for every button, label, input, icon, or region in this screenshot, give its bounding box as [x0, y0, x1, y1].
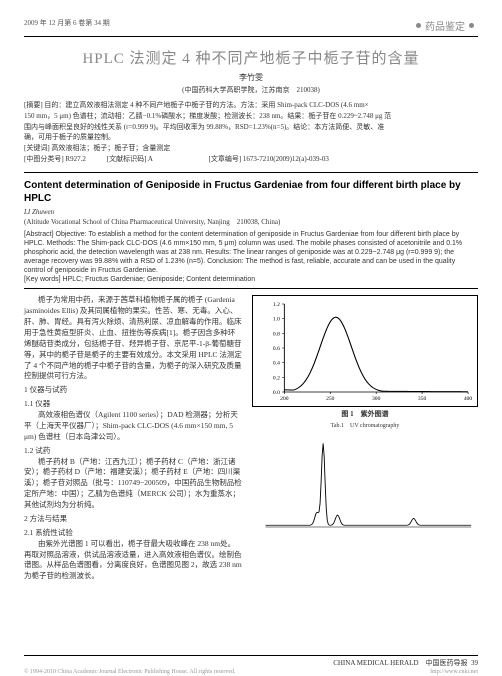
svg-text:0.0: 0.0: [273, 391, 280, 397]
right-column: 1.2 1.0 0.8 0.6 0.4 0.2 0.0200 250 300 350 400 图 1…: [252, 295, 478, 582]
fig1-caption-cn: 图 1 紫外图谱: [252, 409, 478, 419]
author-en: LI Zhuwen: [24, 208, 478, 216]
p-2-1: 由紫外光谱图 1 可以看出，栀子苷最大吸收峰在 238 nm处。再取对照品溶液，…: [24, 539, 242, 583]
affil-cn: (中国药科大学高职学院，江苏南京 210038): [24, 85, 478, 95]
intro-para: 栀子为常用中药，来源于茜草科植物栀子属的栀子 (Gardenia jasmino…: [24, 295, 242, 382]
svg-text:1.0: 1.0: [273, 317, 280, 323]
title-en: Content determination of Geniposide in F…: [24, 179, 478, 205]
sec-1-2: 1.2 试药: [24, 446, 242, 457]
dot-icon: [416, 23, 421, 28]
section-label: 药品鉴定: [412, 18, 478, 33]
journal-name: CHINA MEDICAL HERALD 中国医药导报 39: [333, 658, 478, 668]
top-bar: 2009 年 12 月第 6 卷第 34 期 药品鉴定: [24, 18, 478, 37]
issue-text: 2009 年 12 月第 6 卷第 34 期: [24, 18, 110, 33]
affil-en: (Altitude Vocational School of China Pha…: [24, 217, 478, 227]
svg-text:400: 400: [464, 397, 473, 403]
sec-1-1: 1.1 仪器: [24, 399, 242, 410]
chromatogram: [252, 437, 478, 537]
left-column: 栀子为常用中药，来源于茜草科植物栀子属的栀子 (Gardenia jasmino…: [24, 295, 242, 582]
svg-text:0.4: 0.4: [273, 361, 280, 367]
dot-icon: [469, 23, 474, 28]
sec-2: 2 方法与结果: [24, 514, 242, 525]
svg-text:250: 250: [326, 397, 335, 403]
title-cn: HPLC 法测定 4 种不同产地栀子中栀子苷的含量: [24, 47, 478, 68]
svg-text:300: 300: [372, 397, 381, 403]
uv-chart: 1.2 1.0 0.8 0.6 0.4 0.2 0.0200 250 300 350 400: [252, 295, 478, 407]
svg-text:200: 200: [280, 397, 289, 403]
fig1-caption-en: Tab.1 UV chromatography: [252, 420, 478, 429]
p-1-2: 栀子药材 B（产地：江西九江）；栀子药材 C（产地：浙江诸安）；栀子药材 D（产…: [24, 457, 242, 511]
svg-text:1.2: 1.2: [273, 303, 280, 309]
abstract-en: [Abstract] Objective: To establish a met…: [24, 230, 478, 290]
svg-text:0.8: 0.8: [273, 332, 280, 338]
section-text: 药品鉴定: [425, 18, 465, 33]
svg-text:0.2: 0.2: [273, 376, 280, 382]
svg-text:350: 350: [418, 397, 427, 403]
author-cn: 李竹雯: [24, 72, 478, 83]
sec-2-1: 2.1 系统性试验: [24, 528, 242, 539]
p-1-1: 高效液相色谱仪（Agilent 1100 series）；DAD 检测器；分析天…: [24, 410, 242, 443]
sec-1: 1 仪器与试药: [24, 385, 242, 396]
watermark: © 1994-2010 China Academic Journal Elect…: [24, 669, 478, 675]
svg-text:0.6: 0.6: [273, 347, 280, 353]
abstract-cn: [摘要] 目的：建立高效液相法测定 4 种不同产地栀子中栀子苷的方法。方法：采用…: [24, 101, 478, 173]
footer-bar: CHINA MEDICAL HERALD 中国医药导报 39: [24, 655, 478, 668]
